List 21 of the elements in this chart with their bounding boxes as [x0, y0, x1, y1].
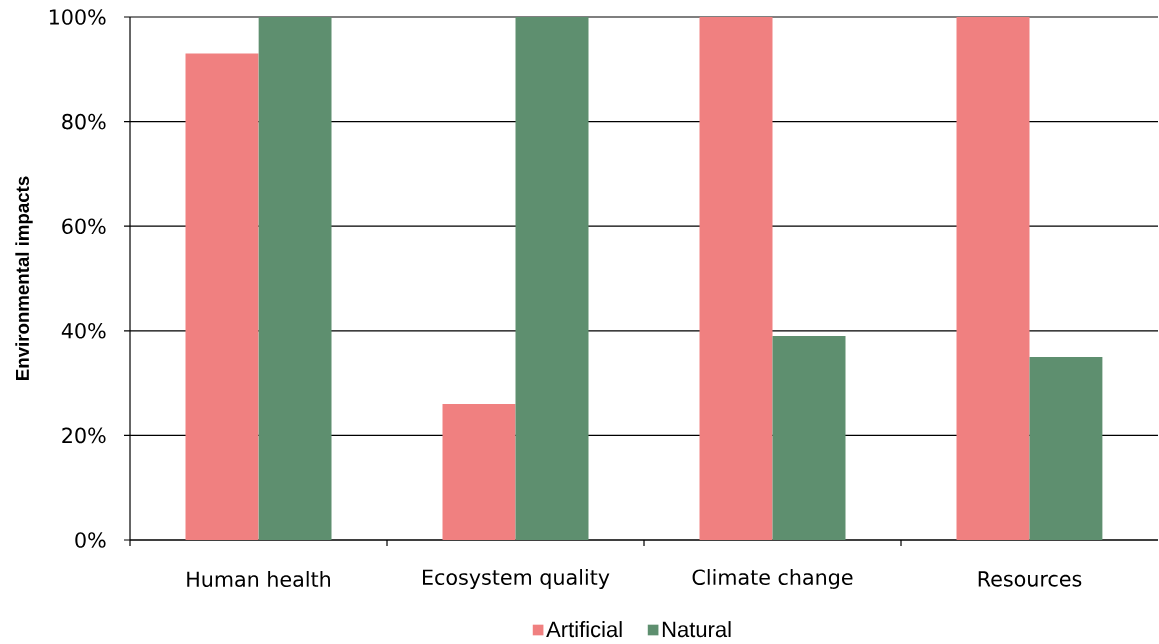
- y-tick-label: 100%: [49, 9, 106, 25]
- bar: [956, 17, 1030, 540]
- y-tick-label: 40%: [61, 322, 106, 339]
- x-tick-label: Human health: [187, 571, 330, 587]
- legend-label: Artificial: [546, 621, 622, 638]
- legend-label: Natural: [662, 621, 731, 638]
- y-axis-title: Environmental impacts: [15, 176, 33, 380]
- bar: [258, 17, 332, 540]
- x-tick-label: Ecosystem quality: [423, 569, 610, 590]
- x-tick-label: Resources: [978, 571, 1082, 587]
- bar: [772, 336, 846, 540]
- y-tick-label: 20%: [62, 427, 106, 444]
- bar: [185, 53, 259, 540]
- bar: [515, 17, 589, 540]
- y-tick-label: 60%: [62, 218, 106, 235]
- bar: [699, 17, 773, 540]
- y-tick-label: 0%: [75, 532, 106, 548]
- bar: [442, 404, 516, 540]
- y-tick-label: 80%: [62, 113, 106, 130]
- bar: [1029, 356, 1103, 540]
- x-tick-label: Climate change: [692, 569, 853, 590]
